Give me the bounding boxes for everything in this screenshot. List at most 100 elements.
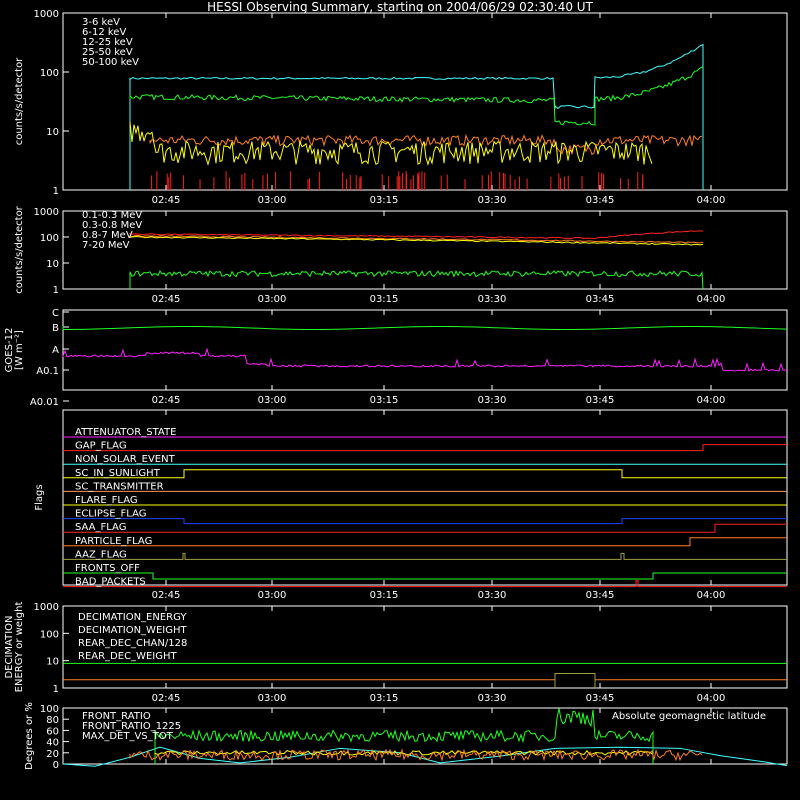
y-tick-label: 1000 [34,207,59,218]
x-tick-label: 04:00 [697,590,726,601]
x-tick-label: 03:00 [258,195,287,206]
y-axis-label-units: [W m⁻²] [14,330,25,370]
flag-label: PARTICLE_FLAG [75,536,152,547]
flag-label: FLARE_FLAG [75,495,138,506]
y-axis-label: counts/s/detector [14,205,25,293]
y-tick-label: A0.1 [36,366,59,377]
y-tick-label: 80 [46,715,59,726]
y-tick-label: C [52,308,59,319]
y-tick-label: 40 [46,738,59,749]
legend-item: 3-6 keV [82,17,120,28]
x-tick-label: 03:45 [586,195,615,206]
y-axis-label: GOES-12 [4,328,15,373]
series-line-1 [129,234,704,244]
series-line-50-100-kev [129,43,704,190]
x-tick-label: 02:45 [152,294,181,305]
legend-item: 0.1-0.3 MeV [82,210,142,221]
x-tick-label: 03:30 [478,693,507,704]
y-tick-label: 1 [53,684,59,695]
y-tick-label: 60 [46,726,59,737]
x-tick-label: 02:45 [152,195,181,206]
flag-label: SAA_FLAG [75,522,126,533]
x-tick-label: 03:30 [478,590,507,601]
x-tick-label: 03:30 [478,395,507,406]
series-line-0 [129,230,704,240]
y-axis-label: DECIMATION [4,615,15,678]
x-tick-label: 04:00 [697,195,726,206]
goes-long-channel [62,325,788,331]
legend-item: REAR_DEC_CHAN/128 [78,638,187,649]
flag-label: ECLIPSE_FLAG [75,509,146,520]
goes-short-channel [62,347,788,372]
panel-frame-5 [62,605,788,689]
flag-line [63,523,787,533]
panel-frame-1 [62,12,788,191]
legend-item: 0.8-7 MeV [82,230,133,241]
series-line-6-12-kev [149,133,703,156]
flag-label: SC_IN_SUNLIGHT [75,468,161,479]
panel-frame-2 [62,210,788,290]
chart-title: HESSI Observing Summary, starting on 200… [207,0,593,14]
y-tick-label: B [52,323,59,334]
x-tick-label: 04:00 [697,693,726,704]
rear-dec-weight-line [554,672,596,688]
x-tick-label: 03:00 [258,590,287,601]
legend-item: DECIMATION_WEIGHT [78,625,187,636]
x-tick-label: 03:30 [478,195,507,206]
series-line-front-ratio-1225 [154,708,654,764]
series-line-12-25-kev [129,121,653,167]
series-line-25-50-kev [129,66,704,126]
legend-item: DECIMATION_ENERGY [78,612,187,623]
y-tick-label: 10 [46,127,59,138]
x-tick-label: 03:45 [586,294,615,305]
series-line-7-20-mev [129,269,704,290]
series-line-front-ratio [154,749,654,756]
legend-item: 50-100 keV [82,57,139,68]
legend-item: 6-12 keV [82,27,126,38]
flag-label: GAP_FLAG [75,441,127,452]
x-tick-label: 03:45 [586,395,615,406]
x-tick-label: 02:45 [152,395,181,406]
x-tick-label: 03:15 [370,693,399,704]
flag-label: FRONTS_OFF [75,563,140,574]
flag-line [63,444,787,452]
flag-label: AAZ_FLAG [75,549,127,560]
x-tick-label: 03:15 [370,294,399,305]
legend-item: 7-20 MeV [82,240,130,251]
x-tick-label: 03:15 [370,395,399,406]
flag-line [63,552,787,560]
legend-item: 0.3-0.8 MeV [82,220,142,231]
geomagnetic-latitude-line [62,746,788,767]
flag-line [63,537,787,547]
panel-frame-4 [62,409,788,586]
flag-label: SC_TRANSMITTER [75,481,164,492]
y-tick-label: 100 [40,233,59,244]
flag-line [63,469,787,479]
x-tick-label: 03:30 [478,294,507,305]
flag-line [63,518,787,525]
panel-frame-6 [62,707,788,765]
x-tick-label: 03:45 [586,693,615,704]
annotation-geomagnetic-latitude: Absolute geomagnetic latitude [612,711,766,722]
y-axis-label: Flags [34,484,45,510]
x-tick-label: 03:15 [370,590,399,601]
x-tick-label: 02:45 [152,590,181,601]
y-tick-label: 10 [46,657,59,668]
x-tick-label: 02:45 [152,693,181,704]
y-axis-label: Degrees or % [24,702,35,770]
legend-item: MAX_DET_VS_TOT [82,731,174,742]
flag-line [63,572,787,580]
x-tick-label: 04:00 [697,294,726,305]
x-tick-label: 03:00 [258,693,287,704]
y-tick-label: 1 [53,285,59,296]
y-tick-label: 100 [40,629,59,640]
y-tick-label: 1000 [34,9,59,20]
legend-item: FRONT_RATIO [82,711,151,722]
panel-frame-3 [62,309,788,391]
x-tick-label: 03:45 [586,590,615,601]
series-line-2 [129,236,704,246]
y-tick-label: 10 [46,259,59,270]
y-tick-label: A [52,345,59,356]
y-tick-label: 0 [53,760,59,771]
